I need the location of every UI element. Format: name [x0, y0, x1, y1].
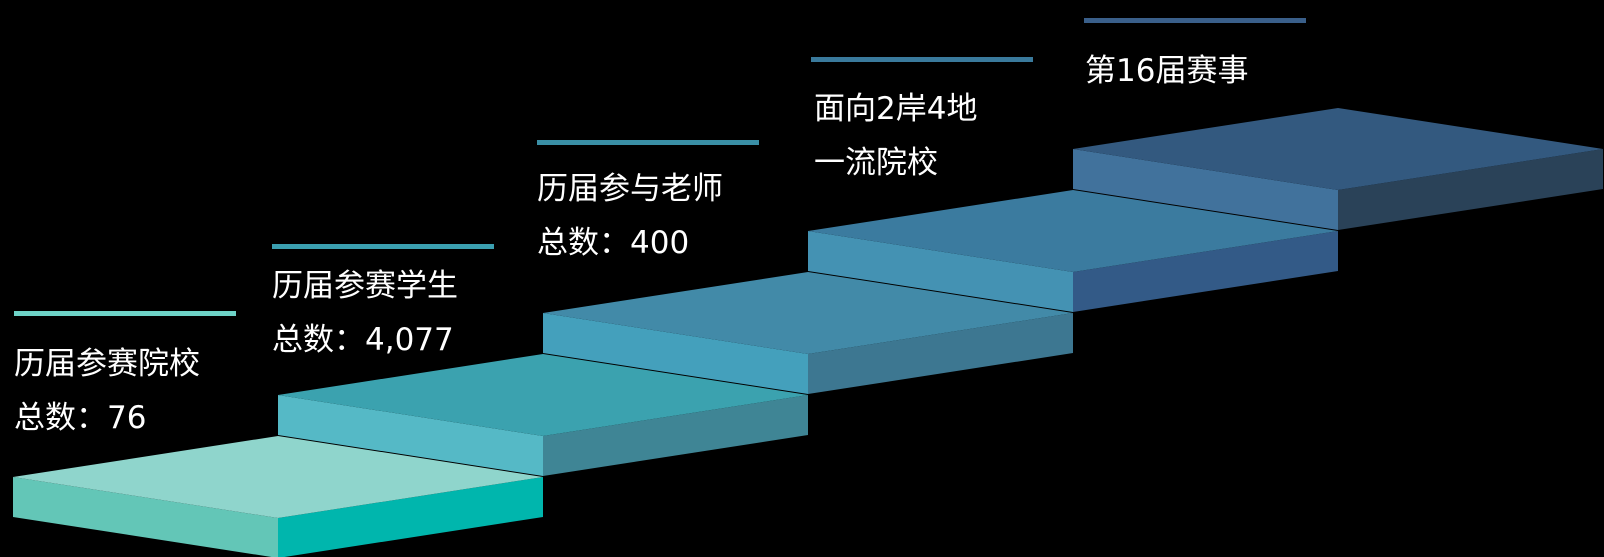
step-5-front-face — [1073, 149, 1338, 230]
step-5-title: 第16届赛事 — [1085, 53, 1249, 89]
step-3-side-face — [808, 313, 1073, 394]
step-1-label: 历届参赛院校 总数：76 — [14, 337, 200, 445]
step-4-subtitle: 一流院校 — [814, 145, 938, 181]
step-2-title: 历届参赛学生 — [272, 268, 458, 304]
step-4-top-face — [808, 190, 1338, 272]
step-3-top-face — [543, 272, 1073, 354]
step-2-top-face — [278, 354, 808, 436]
step-5-side-face — [1338, 149, 1603, 230]
step-1-side-face — [278, 477, 543, 557]
step-5-top-face — [1073, 108, 1603, 190]
step-3-count: 总数：400 — [537, 225, 690, 261]
step-5-accent-line — [1084, 18, 1306, 23]
step-4-title: 面向2岸4地 — [814, 91, 978, 127]
step-2-count: 总数：4,077 — [272, 322, 454, 358]
step-3-label: 历届参与老师 总数：400 — [537, 162, 723, 270]
step-2-label: 历届参赛学生 总数：4,077 — [272, 259, 458, 367]
step-3-accent-line — [537, 140, 759, 145]
step-4-label: 面向2岸4地 一流院校 — [814, 82, 977, 190]
step-2-front-face — [278, 395, 543, 476]
step-1-count: 总数：76 — [14, 400, 147, 436]
step-1-accent-line — [14, 311, 236, 316]
step-4-front-face — [808, 231, 1073, 312]
step-4-accent-line — [811, 57, 1033, 62]
step-3-front-face — [543, 313, 808, 394]
step-1-front-face — [13, 477, 278, 557]
step-2-side-face — [543, 395, 808, 476]
step-4-side-face — [1073, 231, 1338, 312]
step-1-top-face — [13, 436, 543, 518]
step-5-label: 第16届赛事 — [1085, 44, 1248, 98]
step-1-title: 历届参赛院校 — [14, 346, 200, 382]
step-3-title: 历届参与老师 — [537, 171, 723, 207]
step-2-accent-line — [272, 244, 494, 249]
